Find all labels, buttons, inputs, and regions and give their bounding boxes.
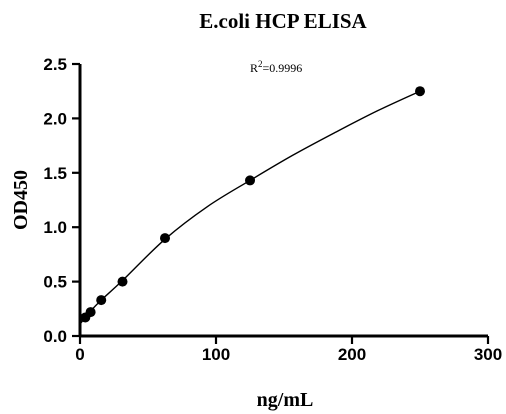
data-point	[245, 175, 255, 186]
data-points	[80, 86, 425, 323]
r-squared-prefix: R	[250, 61, 258, 75]
y-axis-title: OD450	[10, 170, 32, 230]
chart-title: E.coli HCP ELISA	[199, 9, 367, 33]
y-axis-tick-label: 1.5	[43, 164, 67, 183]
x-axis-title: ng/mL	[257, 389, 314, 411]
x-axis-tick-label: 100	[202, 345, 230, 364]
x-axis-tick-label: 300	[474, 345, 502, 364]
x-axis-tick-label: 0	[75, 345, 84, 364]
r-squared-value: =0.9996	[263, 61, 303, 75]
y-axis-tick-label: 0.0	[43, 327, 67, 346]
x-axis-tick-label: 200	[338, 345, 366, 364]
data-point	[85, 307, 96, 318]
r-squared-superscript: 2	[258, 59, 263, 69]
y-axis-tick-label: 0.5	[43, 273, 67, 292]
data-point	[96, 295, 107, 306]
data-point	[415, 86, 425, 97]
y-axis-tick-label: 2.5	[43, 55, 67, 74]
x-axis-ticks: 0 100 200 300	[75, 336, 502, 364]
data-point	[117, 276, 128, 287]
y-axis-tick-label: 1.0	[43, 218, 67, 237]
y-axis-ticks: 0.0 0.5 1.0 1.5 2.0 2.5	[43, 55, 80, 346]
y-axis-tick-label: 2.0	[43, 109, 67, 128]
fit-curve	[79, 90, 421, 325]
data-point	[160, 233, 170, 244]
r-squared-annotation: R2=0.9996	[250, 59, 302, 75]
